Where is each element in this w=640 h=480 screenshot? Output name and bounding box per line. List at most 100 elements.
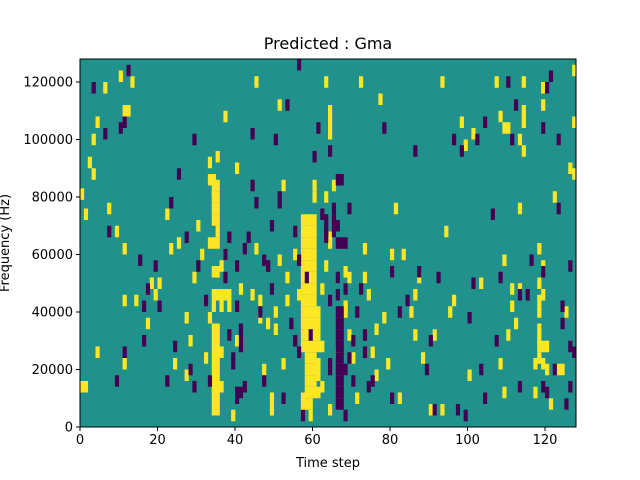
heatmap-cell-high (254, 76, 259, 88)
heatmap-cell-high (211, 323, 216, 335)
heatmap-cell-high (118, 70, 123, 82)
heatmap-cell-high (308, 340, 313, 353)
heatmap-cell-low (103, 128, 108, 140)
heatmap-cell-low (355, 306, 360, 318)
heatmap-cell-low (335, 289, 340, 301)
heatmap-cell-high (211, 392, 216, 404)
heatmap-cell-high (471, 128, 476, 140)
heatmap-cell-high (428, 404, 433, 416)
heatmap-cell-high (215, 214, 220, 226)
heatmap-cell-low (238, 340, 244, 353)
heatmap-cell-high (533, 358, 538, 370)
heatmap-cell-high (382, 312, 387, 324)
heatmap-cell-low (343, 363, 348, 376)
heatmap-cell-high (176, 237, 182, 249)
heatmap-cell-low (192, 133, 197, 146)
heatmap-cell-low (362, 346, 368, 358)
heatmap-cell-low (254, 197, 259, 209)
heatmap-cell-low (335, 398, 340, 410)
heatmap-cell-high (304, 225, 309, 238)
heatmap-cell-low (514, 99, 519, 111)
heatmap-cell-high (223, 110, 228, 123)
heatmap-cell-high (521, 76, 526, 88)
heatmap-cell-high (95, 346, 100, 358)
heatmap-cell-high (149, 277, 154, 289)
heatmap-cell-high (215, 381, 220, 393)
heatmap-cell-high (304, 260, 309, 272)
heatmap-cell-low (331, 214, 337, 226)
heatmap-cell-high (215, 237, 220, 249)
heatmap-cell-high (521, 105, 526, 117)
heatmap-cell-high (304, 340, 309, 353)
heatmap-cell-high (200, 248, 205, 261)
heatmap-cell-high (304, 363, 309, 376)
heatmap-cell-low (339, 363, 344, 376)
heatmap-cell-high (300, 260, 306, 272)
heatmap-cell-high (312, 225, 317, 238)
heatmap-cell-high (219, 289, 224, 301)
heatmap-cell-high (196, 220, 201, 232)
heatmap-cell-low (432, 404, 437, 416)
heatmap-cell-high (300, 340, 306, 353)
heatmap-cell-high (300, 283, 306, 295)
heatmap-cell-high (312, 294, 317, 307)
heatmap-cell-low (560, 317, 565, 330)
heatmap-cell-low (572, 346, 577, 358)
heatmap-cell-high (231, 409, 236, 422)
heatmap-cell-low (382, 122, 387, 134)
heatmap-cell-low (316, 122, 321, 134)
heatmap-cell-high (95, 116, 100, 128)
heatmap-cell-high (308, 409, 313, 422)
heatmap-cell-high (308, 214, 313, 226)
heatmap-cell-low (339, 174, 344, 186)
heatmap-cell-low (246, 231, 251, 243)
heatmap-cell-low (483, 116, 488, 128)
heatmap-cell-high (324, 76, 329, 88)
heatmap-cell-high (273, 306, 278, 318)
heatmap-cell-high (173, 358, 178, 370)
heatmap-cell-high (517, 202, 523, 215)
heatmap-cell-high (304, 352, 309, 364)
heatmap-cell-high (308, 386, 313, 399)
heatmap-cell-high (215, 289, 220, 301)
heatmap-cell-high (312, 317, 317, 330)
heatmap-cell-high (328, 128, 333, 140)
heatmap-cell-low (463, 409, 468, 422)
heatmap-cell-high (211, 237, 216, 249)
heatmap-cell-high (80, 381, 85, 393)
heatmap-cell-low (455, 404, 461, 416)
heatmap-cell-low (266, 260, 271, 272)
heatmap-cell-high (211, 404, 216, 416)
heatmap-cell-high (514, 317, 519, 330)
heatmap-cell-high (215, 323, 220, 335)
heatmap-cell-high (413, 329, 418, 341)
heatmap-cell-high (537, 340, 542, 353)
heatmap-cell-high (347, 271, 352, 284)
heatmap-cell-high (91, 168, 96, 180)
heatmap-cell-high (219, 300, 224, 312)
heatmap-cell-high (312, 191, 317, 203)
heatmap-cell-high (312, 306, 317, 318)
heatmap-cell-high (316, 369, 321, 381)
heatmap-cell-high (304, 375, 309, 387)
heatmap-cell-high (533, 386, 538, 399)
heatmap-cell-high (440, 76, 445, 88)
heatmap-cell-high (269, 404, 275, 416)
heatmap-cell-high (537, 306, 542, 318)
heatmap-cell-low (269, 283, 275, 295)
heatmap-cell-high (215, 202, 220, 215)
heatmap-cell-low (413, 145, 418, 157)
heatmap-cell-high (328, 404, 333, 416)
heatmap-cell-low (231, 352, 236, 364)
heatmap-cell-high (211, 346, 216, 358)
heatmap-cell-high (312, 352, 317, 364)
x-tick-label: 80 (382, 433, 399, 448)
heatmap-cell-low (560, 300, 565, 312)
heatmap-cell-high (211, 185, 216, 197)
heatmap-cell-low (335, 386, 340, 399)
heatmap-cell-low (339, 386, 344, 399)
x-tick-label: 0 (76, 433, 84, 448)
heatmap-cell-low (568, 340, 573, 353)
heatmap-cell-high (300, 214, 306, 226)
heatmap-cell-high (300, 248, 306, 261)
